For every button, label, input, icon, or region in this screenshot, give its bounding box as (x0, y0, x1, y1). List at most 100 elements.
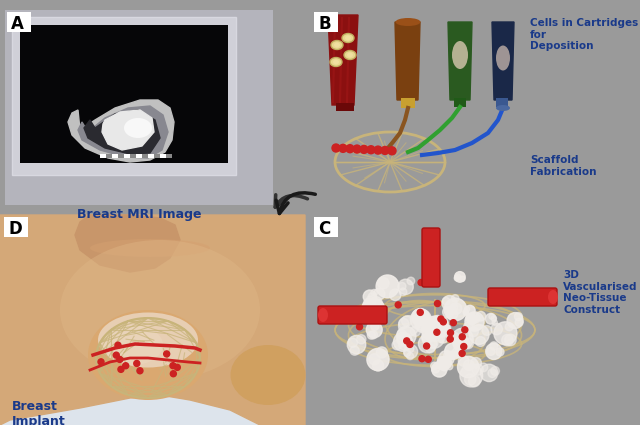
Circle shape (425, 330, 436, 341)
Circle shape (461, 339, 467, 346)
Circle shape (476, 312, 486, 321)
Circle shape (467, 314, 477, 324)
Circle shape (399, 288, 407, 296)
Polygon shape (84, 110, 160, 154)
Circle shape (444, 351, 451, 359)
FancyBboxPatch shape (488, 288, 557, 306)
Circle shape (485, 313, 496, 324)
Ellipse shape (396, 18, 420, 26)
Circle shape (462, 327, 468, 333)
Circle shape (440, 320, 447, 327)
Circle shape (494, 322, 517, 345)
Circle shape (444, 298, 467, 321)
FancyBboxPatch shape (4, 217, 28, 237)
Circle shape (134, 360, 140, 366)
Circle shape (441, 358, 449, 366)
Polygon shape (395, 22, 420, 100)
Circle shape (442, 295, 457, 311)
Circle shape (117, 357, 123, 363)
Text: D: D (8, 220, 22, 238)
Circle shape (491, 316, 497, 321)
Circle shape (417, 309, 423, 315)
Circle shape (458, 356, 479, 378)
Circle shape (445, 325, 451, 331)
Circle shape (372, 360, 383, 371)
Circle shape (164, 351, 170, 357)
Circle shape (436, 321, 445, 330)
Text: Breast MRI Image: Breast MRI Image (77, 208, 201, 221)
Ellipse shape (548, 290, 558, 304)
Circle shape (440, 332, 446, 337)
Circle shape (502, 334, 513, 346)
FancyBboxPatch shape (124, 154, 130, 158)
Circle shape (401, 335, 410, 344)
Circle shape (438, 337, 444, 343)
Circle shape (465, 305, 475, 316)
Circle shape (449, 332, 460, 343)
Circle shape (374, 146, 382, 154)
FancyBboxPatch shape (154, 154, 160, 158)
Ellipse shape (496, 105, 510, 111)
Circle shape (367, 146, 375, 154)
Ellipse shape (347, 53, 353, 57)
Circle shape (404, 338, 410, 344)
Circle shape (367, 305, 379, 317)
Circle shape (479, 363, 488, 372)
Circle shape (362, 298, 385, 321)
Circle shape (419, 334, 436, 353)
Circle shape (118, 366, 124, 372)
Circle shape (367, 348, 389, 371)
Circle shape (451, 320, 456, 326)
Circle shape (463, 360, 474, 371)
Ellipse shape (330, 57, 342, 66)
Circle shape (463, 309, 468, 314)
Ellipse shape (342, 34, 354, 43)
Circle shape (407, 346, 414, 352)
Circle shape (454, 340, 461, 347)
FancyBboxPatch shape (401, 98, 415, 108)
FancyBboxPatch shape (130, 154, 136, 158)
Circle shape (464, 322, 474, 332)
Circle shape (115, 342, 121, 348)
Circle shape (460, 364, 483, 387)
Circle shape (472, 364, 483, 375)
Circle shape (434, 319, 442, 327)
Circle shape (515, 313, 522, 320)
Circle shape (428, 321, 437, 330)
Circle shape (400, 337, 410, 347)
Circle shape (371, 289, 378, 296)
FancyBboxPatch shape (7, 12, 31, 32)
Circle shape (489, 314, 494, 319)
Circle shape (438, 316, 444, 322)
Polygon shape (68, 100, 174, 162)
Circle shape (422, 320, 427, 326)
Ellipse shape (345, 36, 351, 40)
FancyBboxPatch shape (166, 154, 172, 158)
Circle shape (446, 363, 452, 370)
Circle shape (428, 326, 435, 333)
Circle shape (426, 320, 444, 337)
Circle shape (399, 318, 409, 329)
Circle shape (410, 309, 431, 330)
Circle shape (366, 322, 382, 338)
Circle shape (369, 354, 380, 365)
Circle shape (422, 322, 439, 340)
Circle shape (367, 296, 373, 303)
Circle shape (348, 338, 357, 347)
Circle shape (356, 324, 362, 330)
Circle shape (441, 326, 446, 331)
Circle shape (418, 310, 428, 321)
Circle shape (422, 332, 433, 343)
Ellipse shape (334, 42, 340, 48)
FancyBboxPatch shape (422, 228, 440, 287)
Text: Breast
Implant: Breast Implant (12, 400, 66, 425)
Circle shape (369, 331, 378, 339)
Circle shape (412, 309, 429, 325)
Circle shape (420, 311, 429, 319)
FancyBboxPatch shape (112, 154, 118, 158)
Circle shape (339, 144, 347, 152)
Circle shape (456, 274, 461, 279)
Ellipse shape (60, 240, 260, 380)
Ellipse shape (230, 345, 305, 405)
Circle shape (426, 344, 435, 353)
